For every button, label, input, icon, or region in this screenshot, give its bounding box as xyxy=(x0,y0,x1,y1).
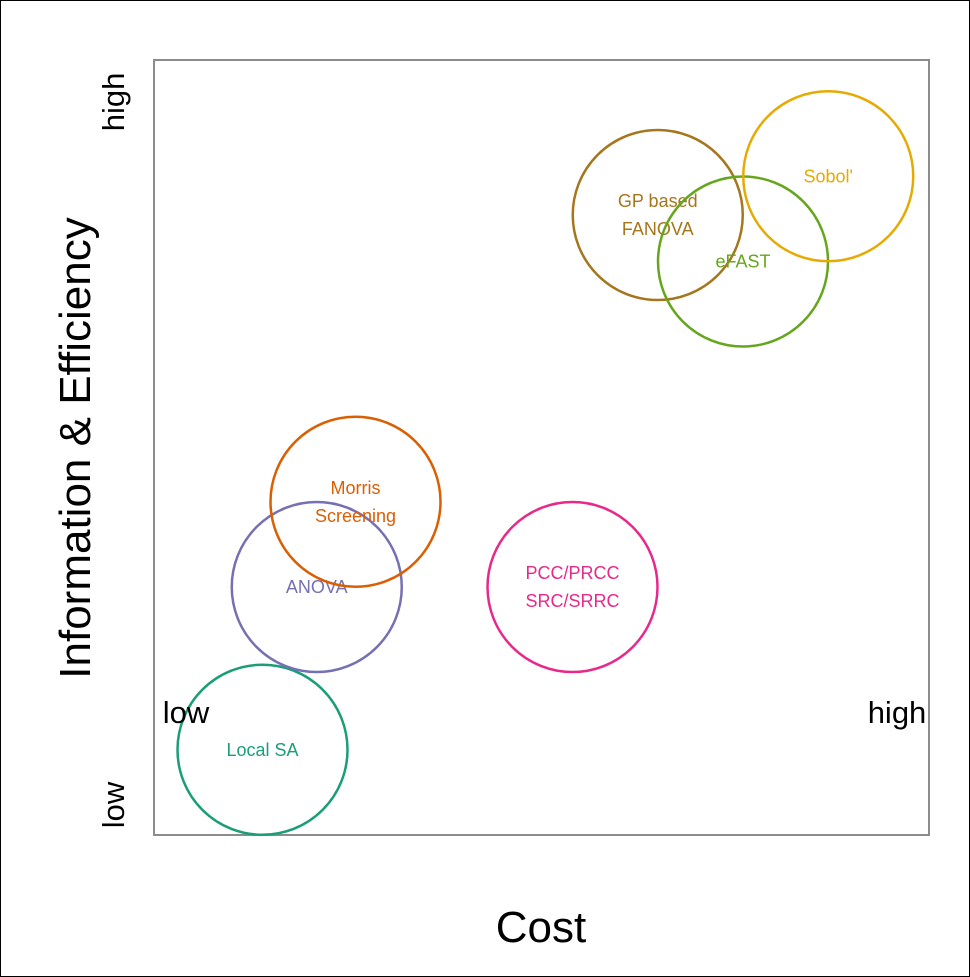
method-circle xyxy=(176,663,349,836)
y-axis-title: Information & Efficiency xyxy=(51,217,100,678)
method-label: eFAST xyxy=(715,252,770,272)
plot-panel-border xyxy=(153,59,930,836)
method-label: FANOVA xyxy=(622,219,694,239)
method-label: ANOVA xyxy=(286,577,348,597)
method-label: Sobol' xyxy=(804,166,853,186)
method-circle xyxy=(230,500,403,674)
method-label: Morris xyxy=(331,478,381,498)
method-circle xyxy=(486,500,659,674)
x-tick-label-low: low xyxy=(163,695,210,730)
method-circle xyxy=(742,90,915,263)
method-label: SRC/SRRC xyxy=(525,591,619,611)
y-tick-label-low: low xyxy=(96,781,131,828)
method-label: GP based xyxy=(618,191,698,211)
x-tick-label-high: high xyxy=(868,695,927,730)
y-tick-label-high: high xyxy=(96,73,131,132)
x-axis-title: Cost xyxy=(496,903,586,952)
method-label: Screening xyxy=(315,506,396,526)
method-circle xyxy=(571,128,744,302)
method-circle xyxy=(269,415,442,588)
method-label: Local SA xyxy=(226,740,298,760)
method-label: PCC/PRCC xyxy=(525,563,619,583)
